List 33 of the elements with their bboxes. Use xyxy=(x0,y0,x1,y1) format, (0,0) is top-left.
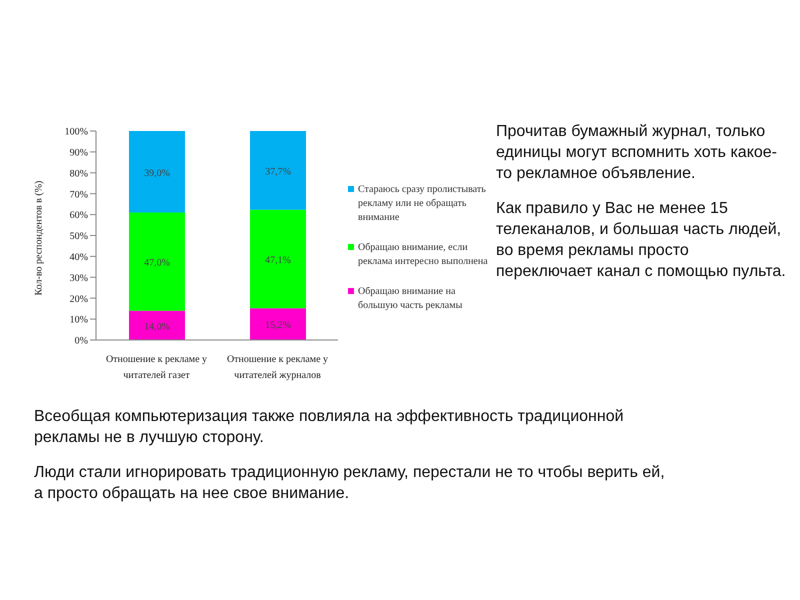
y-tick-label: 10% xyxy=(70,314,88,326)
bar xyxy=(129,212,185,311)
y-axis-title: Кол-во респондентов в (%) xyxy=(34,180,45,296)
data-label: 37,7% xyxy=(265,166,291,178)
y-tick-label: 100% xyxy=(64,126,88,138)
text: Всеобщая компьютеризация также повлияла на эффективность традиционной рекламы не в лучшую сторону. xyxy=(34,407,625,448)
y-tick-label: 70% xyxy=(70,189,88,200)
legend-label: Обращаю внимание, если реклама интересно выполнена xyxy=(358,240,488,268)
bar xyxy=(129,310,185,340)
bar xyxy=(250,131,306,210)
text: Люди стали игнорировать традиционную рекламу, перестали не то чтобы верить ей, а просто обращать на нее свое внимание. xyxy=(34,463,666,504)
y-tick-label: 30% xyxy=(70,272,88,284)
y-tick-label: 40% xyxy=(70,252,88,263)
x-tick-label: Отношение к рекламе у читателей газет xyxy=(106,354,208,381)
data-label: 47,0% xyxy=(144,258,170,269)
legend-label: Стараюсь сразу пролистывать рекламу или не обращать внимание xyxy=(358,182,487,224)
text: Прочитав бумажный журнал, только единицы могут вспомнить хоть какое-то рекламное объявление. xyxy=(496,122,778,184)
y-tick-label: 50% xyxy=(70,231,88,242)
x-tick-label: Отношение к рекламе у читателей журналов xyxy=(226,354,328,381)
data-label: 14,0% xyxy=(144,321,170,332)
data-label: 39,0% xyxy=(144,168,170,179)
y-tick-label: 60% xyxy=(70,210,88,222)
legend-label: Обращаю внимание на большую часть рекламы xyxy=(358,284,464,312)
y-tick-label: 20% xyxy=(70,294,88,305)
y-tick-label: 90% xyxy=(70,147,88,158)
data-label: 15,2% xyxy=(265,320,291,332)
bar xyxy=(250,308,306,340)
data-label: 47,1% xyxy=(265,255,291,266)
text: Как правило у Вас не менее 15 телеканалов, и большая часть людей, во время рекламы просто переключает канал с помощью пульта. xyxy=(496,199,786,282)
bar xyxy=(129,131,185,213)
y-tick-label: 0% xyxy=(74,336,88,347)
y-tick-label: 80% xyxy=(70,168,88,180)
bar xyxy=(250,210,306,308)
